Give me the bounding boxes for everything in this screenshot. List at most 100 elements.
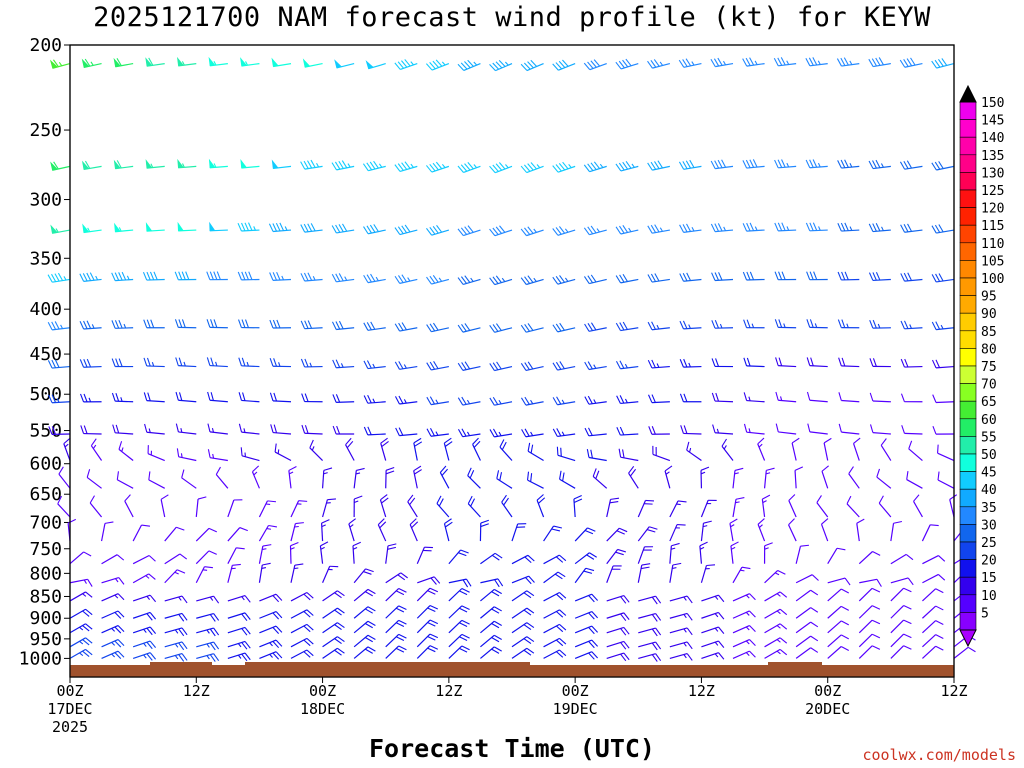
barb-feather: [82, 273, 88, 282]
barb-feather: [714, 319, 720, 329]
barb-feather: [52, 59, 59, 68]
barb-feather: [559, 609, 567, 616]
barb-feather: [395, 622, 405, 627]
wind-barb: [937, 471, 955, 489]
plot-area: [69, 44, 955, 678]
wind-barb: [511, 622, 535, 634]
barb-half-feather: [780, 396, 783, 401]
barb-feather: [623, 612, 630, 620]
barb-feather: [181, 469, 185, 478]
barb-feather: [209, 271, 214, 280]
barb-feather: [930, 524, 939, 527]
wind-barb: [686, 441, 702, 462]
barb-feather: [304, 358, 309, 368]
barb-feather: [806, 357, 811, 366]
colorbar-swatch: [959, 612, 977, 631]
barb-feather: [591, 611, 599, 619]
barb-feather: [337, 647, 345, 654]
wind-barb: [227, 640, 251, 650]
barb-feather: [523, 624, 532, 631]
barb-feather: [275, 625, 283, 633]
wind-barb: [332, 425, 355, 435]
barb-feather: [401, 274, 408, 283]
wind-barb: [416, 587, 439, 602]
barb-shaft: [63, 443, 71, 461]
barb-feather: [459, 622, 468, 627]
wind-barb: [416, 619, 439, 634]
barb-half-feather: [111, 627, 116, 632]
barb-feather: [749, 271, 755, 280]
barb-feather: [810, 647, 819, 653]
barb-half-feather: [683, 614, 687, 619]
barb-feather: [148, 555, 156, 562]
barb-feather: [746, 357, 751, 367]
barb-half-feather: [150, 163, 154, 168]
barb-feather: [837, 319, 842, 328]
barb-feather: [279, 222, 285, 231]
barb-feather: [47, 321, 53, 331]
barb-half-feather: [672, 567, 677, 570]
wind-barb: [511, 607, 535, 619]
y-tick-label: 250: [29, 120, 62, 141]
barb-half-feather: [561, 399, 565, 404]
wind-barb: [101, 577, 125, 585]
barb-feather: [57, 272, 64, 281]
barb-feather: [876, 579, 882, 587]
barb-shaft: [215, 474, 229, 489]
barb-feather: [788, 518, 795, 526]
wind-barb: [638, 595, 662, 605]
barb-feather: [85, 623, 93, 630]
wind-barb: [669, 595, 693, 604]
barb-shaft: [858, 645, 873, 659]
barb-feather: [51, 273, 57, 282]
wind-barb: [511, 636, 535, 648]
wind-barb: [426, 361, 449, 371]
wind-barb: [501, 494, 513, 518]
wind-barb: [147, 445, 165, 462]
barb-feather: [521, 429, 527, 438]
barb-feather: [794, 466, 804, 471]
barb-feather: [742, 271, 748, 281]
barb-feather: [712, 424, 716, 433]
colorbar-label: 30: [981, 518, 997, 533]
barb-feather: [493, 646, 502, 652]
barb-feather: [559, 470, 562, 480]
barb-feather: [398, 605, 407, 611]
barb-feather: [150, 319, 155, 328]
barb-half-feather: [656, 363, 660, 368]
barb-feather: [715, 392, 720, 402]
barb-feather: [238, 319, 242, 328]
barb-half-feather: [533, 277, 537, 282]
barb-feather: [527, 275, 534, 283]
barb-feather: [273, 358, 278, 367]
barb-feather: [679, 359, 684, 368]
barb-feather: [559, 275, 565, 283]
barb-feather: [429, 645, 439, 650]
barb-feather: [175, 423, 179, 433]
barb-feather: [558, 60, 566, 68]
wind-barb: [132, 594, 157, 603]
barb-feather: [367, 426, 372, 435]
barb-feather: [394, 275, 401, 284]
barb-feather: [664, 465, 673, 472]
y-tick-label: 600: [29, 454, 62, 475]
barb-feather: [749, 610, 756, 618]
barb-shaft: [795, 546, 802, 564]
barb-feather: [906, 160, 913, 169]
colorbar-label: 70: [981, 378, 997, 393]
barb-feather: [583, 62, 591, 70]
wind-barb: [732, 593, 756, 602]
wind-barb: [606, 640, 630, 650]
barb-feather: [808, 57, 814, 66]
barb-feather: [495, 323, 502, 331]
barb-half-feather: [689, 447, 692, 453]
barb-feather: [590, 60, 597, 68]
barb-flag: [271, 159, 279, 169]
wind-barb: [616, 426, 639, 436]
wind-barb: [931, 273, 955, 283]
source-credit[interactable]: coolwx.com/models: [862, 746, 1016, 764]
barb-feather: [499, 439, 505, 448]
barb-feather: [445, 521, 453, 528]
x-tick-label: 00Z: [814, 682, 841, 700]
wind-barb: [637, 526, 658, 542]
